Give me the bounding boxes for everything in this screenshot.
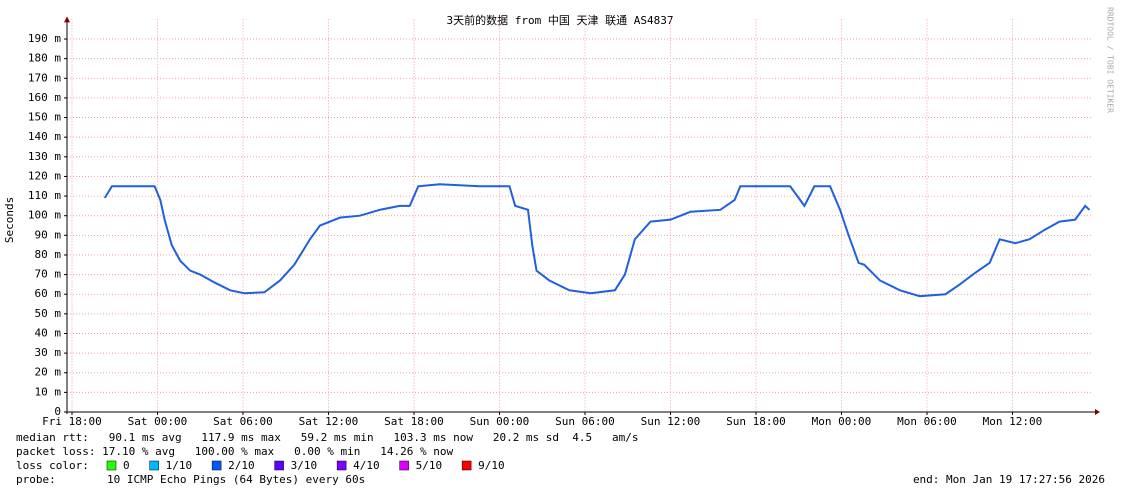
x-tick-label: Sun 00:00 [470, 415, 530, 428]
x-tick-label: Sat 12:00 [299, 415, 359, 428]
y-tick-label: 120 m [28, 169, 61, 182]
x-tick-label: Sun 12:00 [641, 415, 701, 428]
y-tick-label: 190 m [28, 32, 61, 45]
loss-label: loss color: [16, 459, 89, 472]
loss-color-label: 5/10 [416, 459, 443, 472]
side-note: RRDTOOL / TOBI OETIKER [1106, 7, 1115, 113]
y-tick-label: 10 m [35, 385, 62, 398]
x-tick-label: Fri 18:00 [42, 415, 102, 428]
y-tick-label: 90 m [35, 228, 62, 241]
x-tick-label: Sat 00:00 [128, 415, 188, 428]
y-tick-label: 170 m [28, 71, 61, 84]
x-tick-label: Mon 00:00 [812, 415, 872, 428]
x-tick-label: Mon 06:00 [897, 415, 957, 428]
loss-swatch [274, 460, 284, 471]
y-tick-label: 110 m [28, 189, 61, 202]
y-tick-label: 30 m [35, 346, 62, 359]
chart-title: 3天前的数据 from 中国 天津 联通 AS4837 [447, 13, 674, 27]
y-tick-label: 40 m [35, 326, 62, 339]
y-axis-label: Seconds [3, 197, 16, 243]
x-tick-label: Sat 18:00 [384, 415, 444, 428]
x-tick-label: Mon 12:00 [983, 415, 1043, 428]
loss-color-label: 4/10 [353, 459, 380, 472]
y-tick-label: 140 m [28, 130, 61, 143]
x-tick-label: Sun 18:00 [726, 415, 786, 428]
y-tick-label: 100 m [28, 209, 61, 222]
y-tick-label: 20 m [35, 366, 62, 379]
stats-line: packet loss: 17.10 % avg 100.00 % max 0.… [16, 445, 453, 458]
y-tick-label: 130 m [28, 150, 61, 163]
x-tick-label: Sun 06:00 [555, 415, 615, 428]
loss-swatch [336, 460, 347, 471]
y-tick-label: 80 m [35, 248, 62, 261]
x-tick-label: Sat 06:00 [213, 415, 273, 428]
y-tick-label: 70 m [35, 268, 62, 281]
loss-swatch [149, 460, 159, 471]
loss-color-label: 9/10 [478, 459, 505, 472]
probe-label: probe: [16, 473, 56, 486]
y-tick-label: 50 m [35, 307, 62, 320]
median-line [103, 183, 1091, 298]
axis-arrow [1095, 409, 1100, 415]
end-time: end: Mon Jan 19 17:27:56 2026 [913, 473, 1105, 486]
loss-color-label: 2/10 [228, 459, 255, 472]
loss-swatch [106, 460, 117, 471]
loss-color-label: 0 [123, 459, 130, 472]
loss-swatch [461, 460, 472, 471]
probe: 10 ICMP Echo Pings (64 Bytes) every 60s [107, 473, 365, 486]
y-tick-label: 180 m [28, 52, 61, 65]
loss-swatch [211, 460, 222, 471]
axis-arrow [64, 16, 70, 23]
loss-swatch [399, 460, 409, 471]
y-tick-label: 160 m [28, 91, 61, 104]
stats-line: median rtt: 90.1 ms avg 117.9 ms max 59.… [16, 431, 639, 444]
loss-color-label: 1/10 [166, 459, 193, 472]
loss-color-label: 3/10 [291, 459, 318, 472]
y-tick-label: 60 m [35, 287, 62, 300]
y-tick-label: 0 [54, 405, 61, 418]
y-tick-label: 150 m [28, 111, 61, 124]
